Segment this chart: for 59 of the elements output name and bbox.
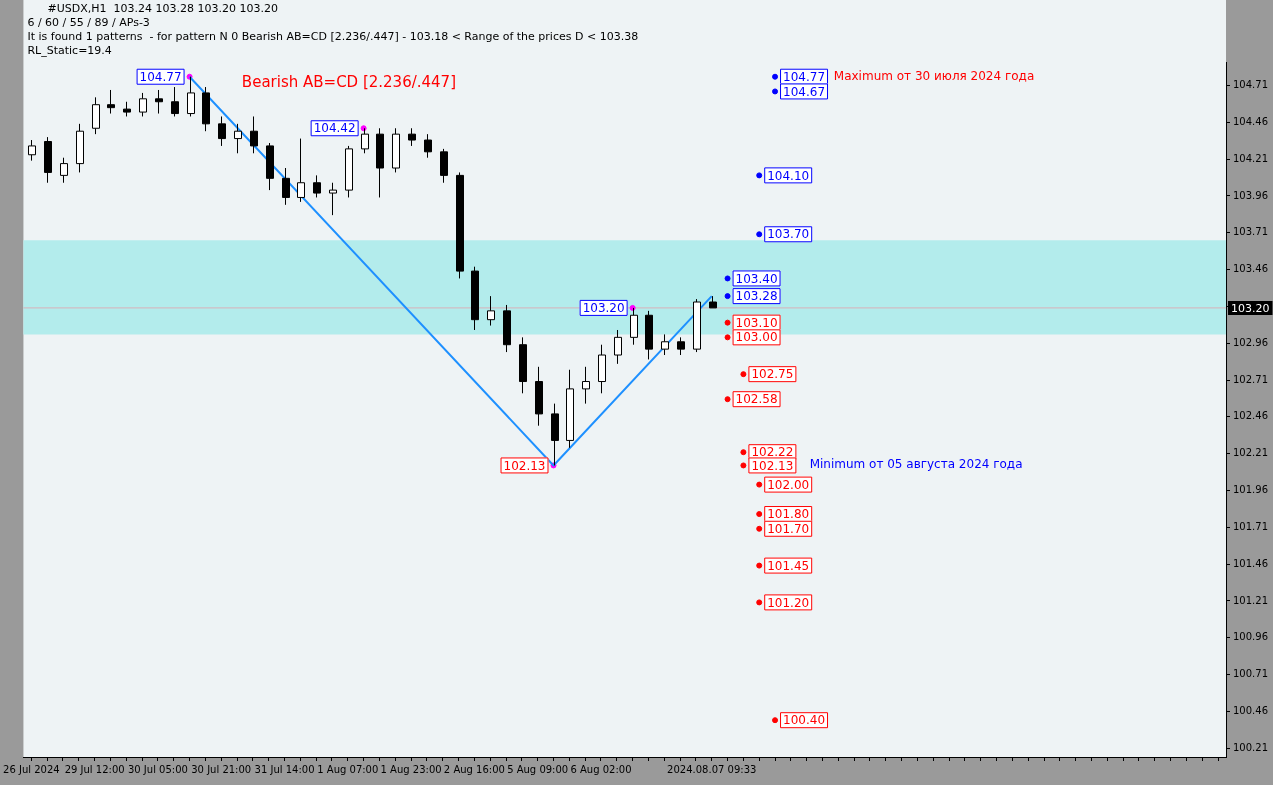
- data-label: 104.77: [139, 69, 182, 84]
- data-label: 102.58: [735, 392, 778, 407]
- y-tick-label: 101.96: [1233, 484, 1269, 496]
- y-tick-label: 100.46: [1233, 704, 1269, 716]
- y-tick-label: 104.71: [1233, 79, 1269, 91]
- data-label: 104.42: [313, 121, 356, 136]
- y-tick-label: 103.46: [1233, 263, 1269, 275]
- data-label: 103.10: [735, 315, 778, 330]
- x-tick-label: 2024.08.07 09:33: [667, 763, 757, 775]
- x-tick-label: 30 Jul 21:00: [191, 763, 252, 775]
- y-tick-label: 100.96: [1233, 631, 1269, 643]
- data-label: 104.10: [767, 168, 810, 183]
- data-label: 101.80: [767, 507, 810, 522]
- text: 6 / 60 / 55 / 89 / APs-3: [27, 16, 150, 30]
- data-label: 102.75: [751, 367, 794, 382]
- chart-title: #USDX,H1 103.24 103.28 103.20 103.20: [47, 2, 278, 16]
- data-label: 102.13: [751, 458, 794, 473]
- x-tick-label: 5 Aug 09:00: [507, 763, 569, 775]
- x-tick-label: 2 Aug 16:00: [443, 763, 505, 775]
- y-tick-label: 100.71: [1233, 668, 1269, 680]
- x-tick-label: 26 Jul 2024: [3, 763, 60, 775]
- data-label: 103.20: [582, 301, 625, 316]
- annotation: Bearish AB=CD [2.236/.447]: [241, 72, 457, 91]
- data-label: 103.70: [767, 227, 810, 242]
- data-label: 103.40: [735, 271, 778, 286]
- data-label: 101.70: [767, 521, 810, 536]
- y-tick-label: 100.21: [1233, 741, 1269, 753]
- x-tick-label: 30 Jul 05:00: [127, 763, 188, 775]
- y-tick-label: 104.21: [1233, 152, 1269, 164]
- data-label: 102.00: [767, 477, 810, 492]
- annotation: Minimum от 05 августа 2024 года: [809, 457, 1023, 472]
- x-tick-label: 1 Aug 23:00: [380, 763, 442, 775]
- data-label: 104.77: [783, 69, 826, 84]
- data-label: 103.28: [735, 289, 778, 304]
- y-tick-label: 102.46: [1233, 410, 1269, 422]
- data-label: 103.00: [735, 330, 778, 345]
- annotation: Maximum от 30 июля 2024 года: [833, 68, 1035, 83]
- y-tick-label: 101.46: [1233, 557, 1269, 569]
- text: It is found 1 patterns - for pattern N 0 Bearish AB=CD [2.236/.447] - 103.18 < Range of the prices D < 103.38: [27, 30, 639, 44]
- y-tick-label: 103.71: [1233, 226, 1269, 238]
- text: RL_Static=19.4: [27, 44, 112, 58]
- data-label: 102.13: [503, 458, 546, 473]
- y-tick-label: 104.46: [1233, 115, 1269, 127]
- y-tick-label: 102.96: [1233, 336, 1269, 348]
- y-tick-label: 103.96: [1233, 189, 1269, 201]
- y-tick-label: 102.71: [1233, 373, 1269, 385]
- x-tick-label: 29 Jul 12:00: [64, 763, 125, 775]
- y-tick-label: 101.21: [1233, 594, 1269, 606]
- y-tick-label: 101.71: [1233, 520, 1269, 532]
- data-label: 101.45: [767, 558, 810, 573]
- data-label: 102.22: [751, 445, 794, 460]
- ref-line-label: 103.20: [1231, 301, 1270, 315]
- data-label: 100.40: [783, 713, 826, 728]
- data-label: 104.67: [783, 84, 826, 99]
- y-tick-label: 102.21: [1233, 447, 1269, 459]
- x-tick-label: 31 Jul 14:00: [254, 763, 315, 775]
- x-tick-label: 1 Aug 07:00: [317, 763, 379, 775]
- data-label: 101.20: [767, 595, 810, 610]
- x-tick-label: 6 Aug 02:00: [570, 763, 632, 775]
